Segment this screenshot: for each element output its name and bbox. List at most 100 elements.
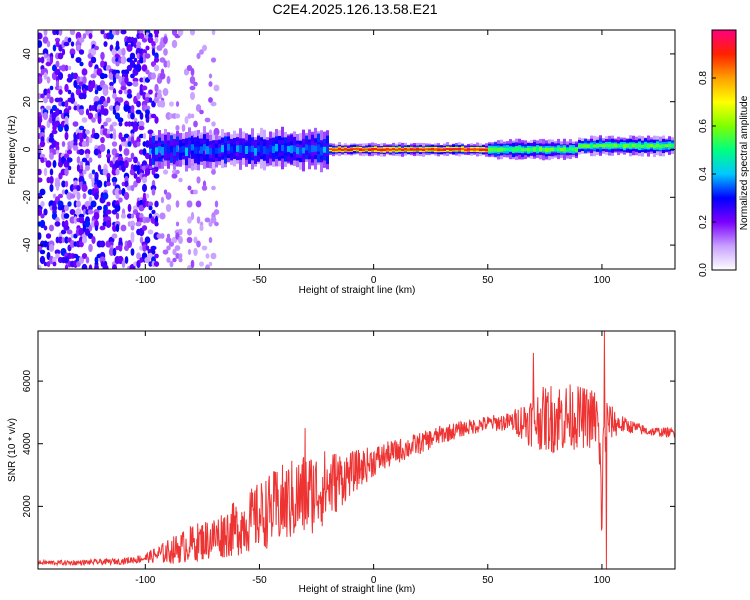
spectrogram-band-cell bbox=[557, 147, 560, 151]
spectrogram-noise-cell bbox=[118, 189, 123, 195]
spectrogram-noise-cell bbox=[118, 89, 123, 95]
spectrogram-noise-cell bbox=[64, 204, 69, 212]
spectrogram-noise-cell bbox=[100, 30, 105, 35]
spectrogram-noise-cell bbox=[43, 261, 48, 267]
spectrogram-band-cell bbox=[218, 147, 221, 154]
spectrogram-noise-cell bbox=[123, 104, 130, 112]
snr-ytick-label: 2000 bbox=[22, 495, 33, 518]
spectrogram-noise-cell bbox=[123, 69, 130, 75]
spectrogram-noise-cell bbox=[196, 52, 201, 60]
spectrogram-noise-cell bbox=[126, 81, 133, 87]
spectrogram-noise-cell bbox=[127, 88, 132, 96]
spectrogram-noise-cell bbox=[163, 189, 168, 195]
spectrogram-band-cell bbox=[395, 148, 398, 151]
spectrogram-noise-cell bbox=[142, 200, 147, 208]
spectrogram-noise-cell bbox=[38, 264, 42, 269]
spectrogram-noise-cell bbox=[61, 237, 66, 243]
spectrogram-noise-cell bbox=[108, 85, 115, 91]
spectrogram-band-cell bbox=[455, 148, 458, 151]
spectrogram-noise-cell bbox=[76, 164, 81, 172]
spectrogram-noise-cell bbox=[147, 129, 154, 135]
spectrogram-band-cell bbox=[596, 144, 599, 148]
spectrogram-noise-cell bbox=[142, 244, 147, 252]
spectrogram-noise-cell bbox=[43, 72, 48, 80]
spectrogram-band-cell bbox=[167, 147, 170, 154]
spectrogram-band-cell bbox=[647, 144, 650, 149]
spectrogram-band-cell bbox=[485, 148, 488, 152]
spectrogram-noise-cell bbox=[214, 221, 219, 227]
spectrogram-noise-cell bbox=[63, 213, 70, 219]
spectrogram-noise-cell bbox=[174, 245, 181, 251]
spectrogram-noise-cell bbox=[76, 156, 81, 164]
spectrogram-band-cell bbox=[611, 143, 614, 148]
spectrogram-band-cell bbox=[200, 146, 203, 154]
spectrogram-noise-cell bbox=[153, 173, 160, 179]
spectrogram-band-cell bbox=[524, 147, 527, 152]
spectrogram-noise-cell bbox=[70, 41, 75, 47]
spectrogram-noise-cell bbox=[39, 219, 46, 229]
spectrogram-noise-cell bbox=[58, 44, 63, 52]
spectrogram-noise-cell bbox=[130, 184, 135, 192]
spectrogram-noise-cell bbox=[210, 252, 217, 260]
spectrogram-band-cell bbox=[203, 144, 206, 151]
spectrogram-noise-cell bbox=[141, 85, 148, 91]
spectrogram-band-cell bbox=[194, 146, 197, 154]
spectrogram-band-cell bbox=[398, 148, 401, 151]
spectrogram-noise-cell bbox=[85, 153, 90, 159]
spectrogram-noise-cell bbox=[178, 257, 183, 263]
spectrogram-cells bbox=[38, 30, 674, 269]
spectrogram-noise-cell bbox=[133, 173, 138, 179]
spectrogram-noise-cell bbox=[151, 168, 156, 176]
snr-ytick-label: 4000 bbox=[22, 432, 33, 455]
spectrogram-noise-cell bbox=[103, 61, 108, 67]
spectrogram-noise-cell bbox=[61, 40, 66, 48]
spectrogram-noise-cell bbox=[96, 205, 103, 211]
spectrogram-noise-cell bbox=[69, 209, 76, 215]
spectrogram-noise-cell bbox=[102, 100, 109, 108]
spectrogram-noise-cell bbox=[130, 237, 135, 243]
spectrogram-band-cell bbox=[614, 144, 617, 147]
spectrogram-noise-cell bbox=[108, 247, 115, 257]
spectrogram-noise-cell bbox=[165, 237, 172, 243]
spectrogram-band-cell bbox=[500, 147, 503, 152]
spectrogram-noise-cell bbox=[132, 81, 139, 87]
spectrogram-noise-cell bbox=[193, 189, 198, 195]
spectrogram-band-cell bbox=[248, 146, 251, 153]
spectrogram-band-cell bbox=[371, 147, 374, 151]
spectrogram-band-cell bbox=[662, 144, 665, 148]
spectrogram-band-cell bbox=[266, 148, 269, 155]
spectrogram-noise-cell bbox=[70, 233, 75, 239]
spectrogram-noise-cell bbox=[150, 185, 157, 191]
spectrogram-noise-cell bbox=[90, 56, 97, 64]
spectrogram-noise-cell bbox=[70, 53, 75, 59]
spectrogram-noise-cell bbox=[213, 127, 220, 137]
spectrogram-noise-cell bbox=[91, 117, 96, 123]
spectrogram-band-cell bbox=[554, 147, 557, 151]
spectrogram-noise-cell bbox=[154, 253, 159, 259]
spectrogram-noise-cell bbox=[45, 233, 52, 239]
spectrogram-noise-cell bbox=[43, 53, 48, 59]
spectrogram-band-cell bbox=[380, 148, 383, 152]
spectrogram-noise-cell bbox=[46, 261, 51, 267]
spectrogram-band-cell bbox=[368, 148, 371, 151]
spectrogram-noise-cell bbox=[72, 145, 79, 151]
spectrogram-noise-cell bbox=[99, 256, 106, 264]
spectrogram-noise-cell bbox=[130, 248, 135, 256]
spectrogram-noise-cell bbox=[112, 247, 117, 257]
spectrogram-noise-cell bbox=[178, 177, 183, 183]
spectrogram-band-cell bbox=[644, 143, 647, 148]
spectrogram-noise-cell bbox=[118, 144, 123, 152]
spectrogram-ytick-label: 20 bbox=[22, 96, 33, 108]
spectrogram-noise-cell bbox=[141, 176, 148, 184]
spectrogram-noise-cell bbox=[130, 225, 135, 231]
spectrogram-noise-cell bbox=[136, 164, 141, 172]
spectrogram-band-cell bbox=[488, 147, 491, 152]
spectrogram-band-cell bbox=[446, 148, 449, 151]
spectrogram-noise-cell bbox=[124, 180, 129, 188]
spectrogram-noise-cell bbox=[52, 261, 57, 267]
spectrogram-noise-cell bbox=[115, 223, 120, 233]
spectrogram-noise-cell bbox=[90, 200, 97, 208]
spectrogram-noise-cell bbox=[166, 59, 171, 69]
spectrogram-noise-cell bbox=[205, 253, 210, 259]
spectrogram-noise-cell bbox=[165, 203, 172, 213]
